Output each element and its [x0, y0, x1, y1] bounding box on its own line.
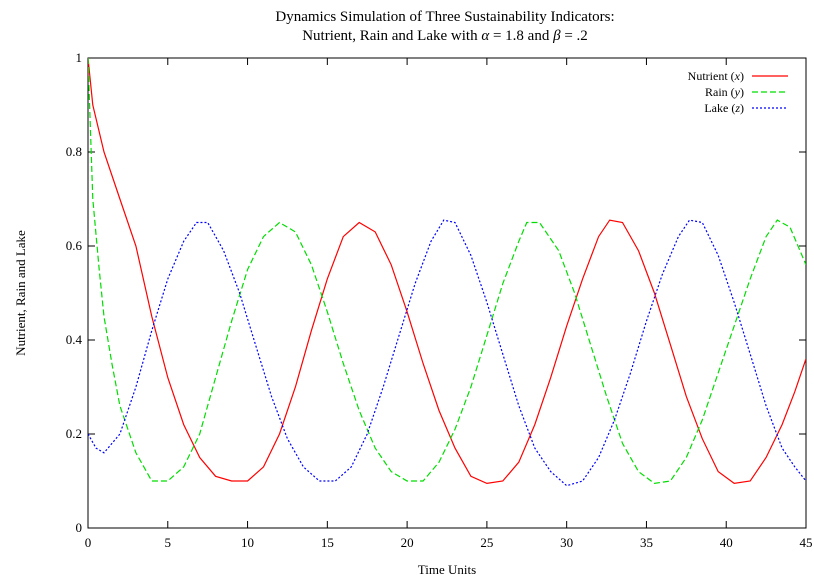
title-line-2-prefix: Nutrient, Rain and Lake with: [302, 28, 481, 44]
y-tick-label: 0.6: [66, 238, 83, 253]
y-tick-label: 0: [76, 520, 83, 535]
alpha-value: = 1.8 and: [489, 28, 553, 44]
title-line-2: Nutrient, Rain and Lake with α = 1.8 and…: [302, 28, 588, 44]
y-axis-label: Nutrient, Rain and Lake: [13, 230, 28, 356]
alpha-symbol: α: [481, 28, 490, 44]
y-axis: 0 0.2 0.4 0.6 0.8 1: [66, 50, 806, 535]
x-tick-label: 5: [165, 535, 172, 550]
series-line-lake: [88, 219, 806, 487]
beta-value: = .2: [561, 28, 588, 44]
x-axis-label: Time Units: [418, 562, 476, 577]
legend: Nutrient (x) Rain (y) Lake (z): [688, 69, 788, 115]
legend-label-nutrient: Nutrient (x): [688, 69, 744, 83]
y-tick-label: 0.4: [66, 332, 83, 347]
y-tick-label: 1: [76, 50, 83, 65]
chart-title: Dynamics Simulation of Three Sustainabil…: [275, 9, 614, 44]
x-axis: 0 5 10 15 20 25 30 35 40 45: [85, 58, 813, 550]
x-tick-label: 30: [560, 535, 573, 550]
x-tick-label: 40: [720, 535, 733, 550]
beta-symbol: β: [552, 28, 561, 44]
series-line-rain: [88, 58, 806, 485]
x-tick-label: 10: [241, 535, 254, 550]
title-line-1: Dynamics Simulation of Three Sustainabil…: [275, 9, 614, 25]
x-tick-label: 0: [85, 535, 92, 550]
series-layer: [88, 58, 806, 487]
series-line-nutrient: [88, 58, 806, 485]
x-tick-label: 35: [640, 535, 653, 550]
y-tick-label: 0.8: [66, 144, 82, 159]
x-tick-label: 20: [401, 535, 414, 550]
x-tick-label: 45: [800, 535, 813, 550]
x-tick-label: 15: [321, 535, 334, 550]
plot-frame: [87, 57, 807, 529]
x-tick-label: 25: [480, 535, 493, 550]
legend-label-rain: Rain (y): [705, 85, 744, 99]
y-tick-label: 0.2: [66, 426, 82, 441]
legend-label-lake: Lake (z): [704, 101, 744, 115]
